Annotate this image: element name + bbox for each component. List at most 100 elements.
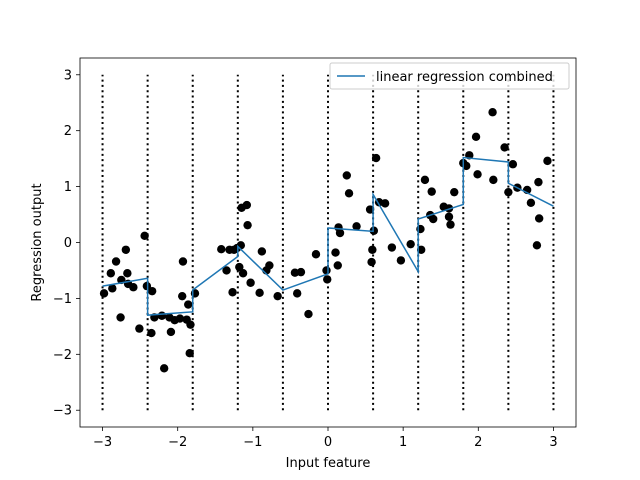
data-point xyxy=(322,266,331,275)
data-point xyxy=(508,160,518,169)
data-point xyxy=(175,314,185,323)
x-axis-label: Input feature xyxy=(286,456,371,471)
regression-line xyxy=(102,156,554,316)
plot-area xyxy=(99,74,555,411)
data-point xyxy=(292,289,302,298)
data-point xyxy=(159,364,169,373)
x-axis-ticks: −3 −2 −1 0 1 2 3 xyxy=(93,427,558,450)
data-point xyxy=(420,175,430,185)
y-tick-label: 3 xyxy=(64,68,72,83)
data-point xyxy=(178,291,187,301)
x-tick-label: 2 xyxy=(474,435,482,450)
legend: linear regression combined xyxy=(329,62,570,90)
data-point xyxy=(344,189,354,198)
data-point xyxy=(416,245,426,254)
data-point xyxy=(323,275,332,284)
x-tick-label: −3 xyxy=(93,435,112,450)
data-point xyxy=(368,245,377,254)
data-point xyxy=(217,245,226,254)
data-point xyxy=(396,256,406,265)
legend-box xyxy=(329,62,570,90)
data-point xyxy=(471,132,481,142)
scatter-points xyxy=(99,108,552,373)
data-point xyxy=(157,311,167,320)
x-tick-label: 1 xyxy=(399,435,407,450)
data-point xyxy=(257,247,267,256)
data-point xyxy=(265,261,274,270)
data-point xyxy=(255,288,264,298)
data-point xyxy=(178,257,188,266)
data-point xyxy=(147,328,156,338)
data-point xyxy=(184,300,193,309)
data-point xyxy=(331,248,340,257)
data-point xyxy=(123,269,132,278)
data-point xyxy=(185,349,194,358)
x-tick-label: 3 xyxy=(549,435,557,450)
x-tick-label: 0 xyxy=(324,435,332,450)
data-point xyxy=(111,257,121,266)
data-point xyxy=(462,161,471,171)
data-point xyxy=(140,231,149,240)
data-point xyxy=(235,262,244,272)
y-tick-label: −3 xyxy=(53,404,72,419)
y-tick-label: −2 xyxy=(53,348,72,363)
data-point xyxy=(222,266,231,275)
data-point xyxy=(333,261,342,270)
data-point xyxy=(243,220,252,230)
data-point xyxy=(142,281,152,291)
data-point xyxy=(450,187,459,197)
data-point xyxy=(534,177,543,187)
data-point xyxy=(488,108,497,117)
data-point xyxy=(116,313,125,322)
data-point xyxy=(387,243,397,252)
data-point xyxy=(369,226,379,235)
data-point xyxy=(371,153,381,163)
y-axis-ticks: −3 −2 −1 0 1 2 3 xyxy=(53,68,80,419)
legend-label: linear regression combined xyxy=(376,70,553,85)
data-point xyxy=(365,205,375,214)
data-point xyxy=(500,143,509,152)
data-point xyxy=(367,257,376,267)
data-point xyxy=(129,283,138,292)
data-point xyxy=(108,284,117,293)
data-point xyxy=(429,214,438,224)
data-point xyxy=(106,269,116,278)
data-point xyxy=(526,198,536,208)
data-point xyxy=(489,175,498,185)
data-point xyxy=(532,241,542,250)
data-point xyxy=(147,286,157,296)
data-point xyxy=(166,327,176,337)
y-tick-label: −1 xyxy=(53,292,72,307)
y-axis-label: Regression output xyxy=(30,183,45,301)
data-point xyxy=(296,267,306,277)
data-point xyxy=(335,228,345,238)
data-point xyxy=(473,170,482,179)
data-point xyxy=(273,291,282,301)
data-point xyxy=(242,200,252,210)
data-point xyxy=(504,187,513,197)
data-point xyxy=(446,220,455,229)
data-point xyxy=(304,309,313,319)
y-tick-label: 2 xyxy=(64,124,72,139)
data-point xyxy=(342,171,351,180)
data-point xyxy=(534,214,544,223)
data-point xyxy=(135,324,144,333)
data-point xyxy=(406,239,415,249)
data-point xyxy=(121,245,131,254)
data-point xyxy=(290,268,300,277)
x-tick-label: −2 xyxy=(168,435,187,450)
x-tick-label: −1 xyxy=(243,435,262,450)
data-point xyxy=(543,156,552,166)
data-point xyxy=(311,250,321,259)
data-point xyxy=(427,187,436,196)
y-tick-label: 0 xyxy=(64,236,72,251)
data-point xyxy=(238,269,248,278)
data-point xyxy=(246,278,255,287)
data-point xyxy=(186,320,195,329)
data-point xyxy=(228,288,237,297)
data-point xyxy=(352,222,361,231)
data-point xyxy=(380,199,390,208)
data-point xyxy=(444,212,454,221)
data-point xyxy=(99,289,109,298)
